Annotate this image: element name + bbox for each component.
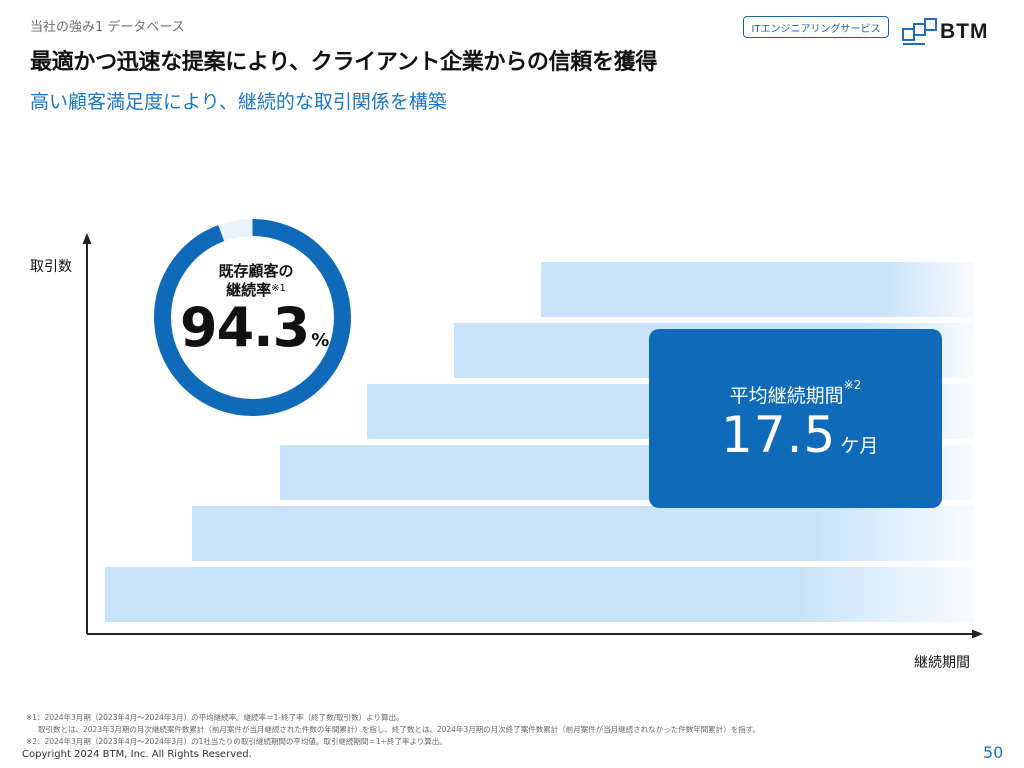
y-axis-label: 取引数 [30,259,72,275]
footnote-1-detail: 取引数とは、2023年3月期の月次継続案件数累計（前月案件が当月継続された件数の… [38,725,760,734]
logo-text: BTM [940,20,989,43]
retention-value: 94.3% [180,296,329,373]
footnotes: ※1：2024年3月期（2023年4月～2024年3月）の平均継続率。継続率＝1… [26,712,760,748]
average-duration-note-mark: ※2 [843,378,862,392]
duration-bar [192,506,974,561]
duration-bar [541,262,974,317]
average-duration-value: 17.5 ケ月 [721,403,878,478]
duration-bar [105,567,974,622]
average-duration-label: 平均継続期間※2 [649,378,942,408]
footnote-1: ※1：2024年3月期（2023年4月～2024年3月）の平均継続率。継続率＝1… [26,713,404,722]
retention-number: 94.3 [180,296,310,359]
copyright: Copyright 2024 BTM, Inc. All Rights Rese… [22,749,252,760]
section-label: 当社の強み1 データベース [30,20,185,35]
retention-label-line1: 既存顧客の [218,262,294,280]
btm-logo: BTM [902,18,1002,46]
footnote-2: ※2：2024年3月期（2023年4月～2024年3月）の1社当たりの取引継続期… [26,737,447,746]
average-duration-number: 17.5 [721,406,837,464]
average-duration-callout: 平均継続期間※2 17.5 ケ月 [649,329,942,508]
service-badge: ITエンジニアリングサービス [743,16,889,38]
page-title: 最適かつ迅速な提案により、クライアント企業からの信頼を獲得 [30,50,658,75]
page-number: 50 [983,743,1004,762]
retention-label: 既存顧客の 継続率※1 [196,262,316,300]
x-axis-label: 継続期間 [914,655,970,671]
page-subtitle: 高い顧客満足度により、継続的な取引関係を構築 [30,91,447,113]
donut-arc [154,219,351,416]
average-duration-unit: ケ月 [840,435,879,457]
retention-donut-chart [154,219,351,416]
logo-mark-icon [902,18,937,45]
retention-note-mark: ※1 [271,283,286,294]
retention-unit: % [311,330,329,351]
average-duration-label-text: 平均継続期間 [729,385,844,407]
retention-label-line2: 継続率 [226,281,272,299]
